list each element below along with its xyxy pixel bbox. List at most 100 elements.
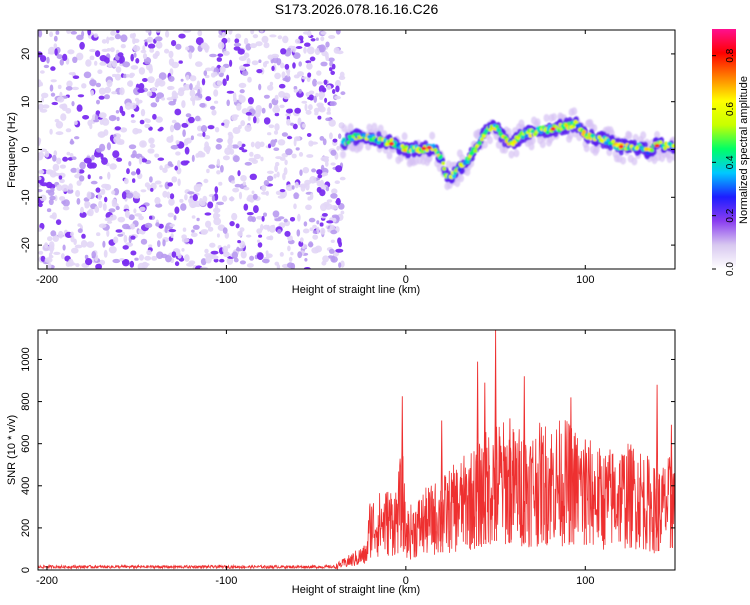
noise-blob <box>71 86 80 91</box>
noise-blob <box>266 175 274 182</box>
ridge-core <box>672 143 675 148</box>
noise-blob <box>138 83 145 90</box>
noise-blob <box>282 92 291 100</box>
noise-blob <box>261 258 270 264</box>
noise-blob <box>89 123 93 130</box>
noise-blob <box>130 235 136 240</box>
noise-blob <box>156 231 163 239</box>
noise-blob <box>190 135 194 141</box>
noise-blob <box>277 35 283 40</box>
noise-blob <box>340 210 345 215</box>
noise-blob <box>306 154 314 158</box>
colorbar-tick-label: 0.0 <box>725 262 736 276</box>
noise-blob <box>126 192 134 199</box>
noise-blob <box>126 74 130 78</box>
noise-blob <box>97 69 103 74</box>
noise-blob <box>319 136 325 141</box>
noise-blob <box>181 237 190 243</box>
noise-blob <box>211 255 219 260</box>
noise-blob <box>137 262 145 269</box>
noise-blob <box>168 229 177 233</box>
noise-blob <box>132 150 137 158</box>
noise-blob <box>277 195 286 199</box>
noise-blob <box>52 235 59 242</box>
snr-peaks <box>400 330 673 553</box>
noise-blob <box>217 53 224 57</box>
noise-blob <box>75 190 81 197</box>
noise-blob <box>189 89 196 98</box>
noise-blob <box>191 229 195 233</box>
ridge-core <box>346 140 351 145</box>
ridge-core <box>645 151 650 155</box>
noise-blob <box>332 217 337 223</box>
noise-blob <box>144 222 153 229</box>
noise-blob <box>302 123 306 128</box>
noise-blob <box>148 65 153 74</box>
noise-blob <box>164 225 168 234</box>
noise-blob <box>311 168 317 173</box>
noise-blob <box>59 164 66 169</box>
noise-blob <box>335 197 341 206</box>
noise-blob <box>169 223 175 227</box>
noise-blob <box>246 196 253 202</box>
noise-blob <box>76 104 83 112</box>
noise-blob <box>172 92 179 97</box>
noise-blob <box>79 161 86 170</box>
noise-blob <box>319 222 324 227</box>
noise-blob <box>46 56 50 64</box>
noise-blob <box>294 136 301 142</box>
noise-blob <box>267 84 274 91</box>
noise-blob <box>112 150 120 159</box>
ridge-core <box>442 166 447 171</box>
noise-blob <box>49 31 54 38</box>
noise-blob <box>55 121 64 129</box>
y-tick-label: 400 <box>20 477 32 495</box>
noise-blob <box>298 152 304 157</box>
noise-blob <box>203 135 211 140</box>
noise-blob <box>139 254 144 261</box>
noise-blob <box>149 143 156 149</box>
noise-blob <box>146 91 153 97</box>
noise-blob <box>251 60 259 66</box>
noise-blob <box>128 144 137 150</box>
noise-blob <box>338 133 342 139</box>
noise-blob <box>171 119 177 124</box>
noise-blob <box>68 72 75 76</box>
ridge-core <box>530 129 535 134</box>
noise-blob <box>43 64 50 69</box>
noise-blob <box>112 258 121 264</box>
noise-blob <box>91 251 96 259</box>
noise-blob <box>310 38 316 42</box>
noise-blob <box>97 131 106 138</box>
y-tick-label: 0 <box>20 146 32 152</box>
noise-blob <box>182 227 187 232</box>
noise-blob <box>216 201 224 206</box>
noise-blob <box>322 138 327 146</box>
noise-blob <box>142 45 146 52</box>
noise-blob <box>171 40 177 47</box>
noise-blob <box>206 168 210 174</box>
noise-blob <box>260 224 264 231</box>
noise-blob <box>74 244 83 249</box>
ridge-halo <box>543 114 550 122</box>
noise-blob <box>217 41 225 50</box>
ridge-core <box>439 154 443 159</box>
noise-blob <box>293 74 300 79</box>
ridge-core <box>470 150 475 155</box>
noise-blob <box>280 62 285 69</box>
noise-blob <box>250 141 255 148</box>
noise-blob <box>339 71 345 78</box>
noise-blob <box>177 178 181 187</box>
noise-blob <box>158 72 167 80</box>
noise-blob <box>98 87 107 95</box>
noise-blob <box>324 97 328 103</box>
noise-blob <box>154 197 161 205</box>
noise-blob <box>320 31 327 35</box>
noise-blob <box>242 181 247 186</box>
noise-blob <box>53 251 61 255</box>
noise-blob <box>76 167 80 175</box>
noise-blob <box>227 37 231 43</box>
noise-blob <box>312 78 318 87</box>
noise-blob <box>91 154 95 161</box>
snr-plot-area <box>38 330 675 570</box>
